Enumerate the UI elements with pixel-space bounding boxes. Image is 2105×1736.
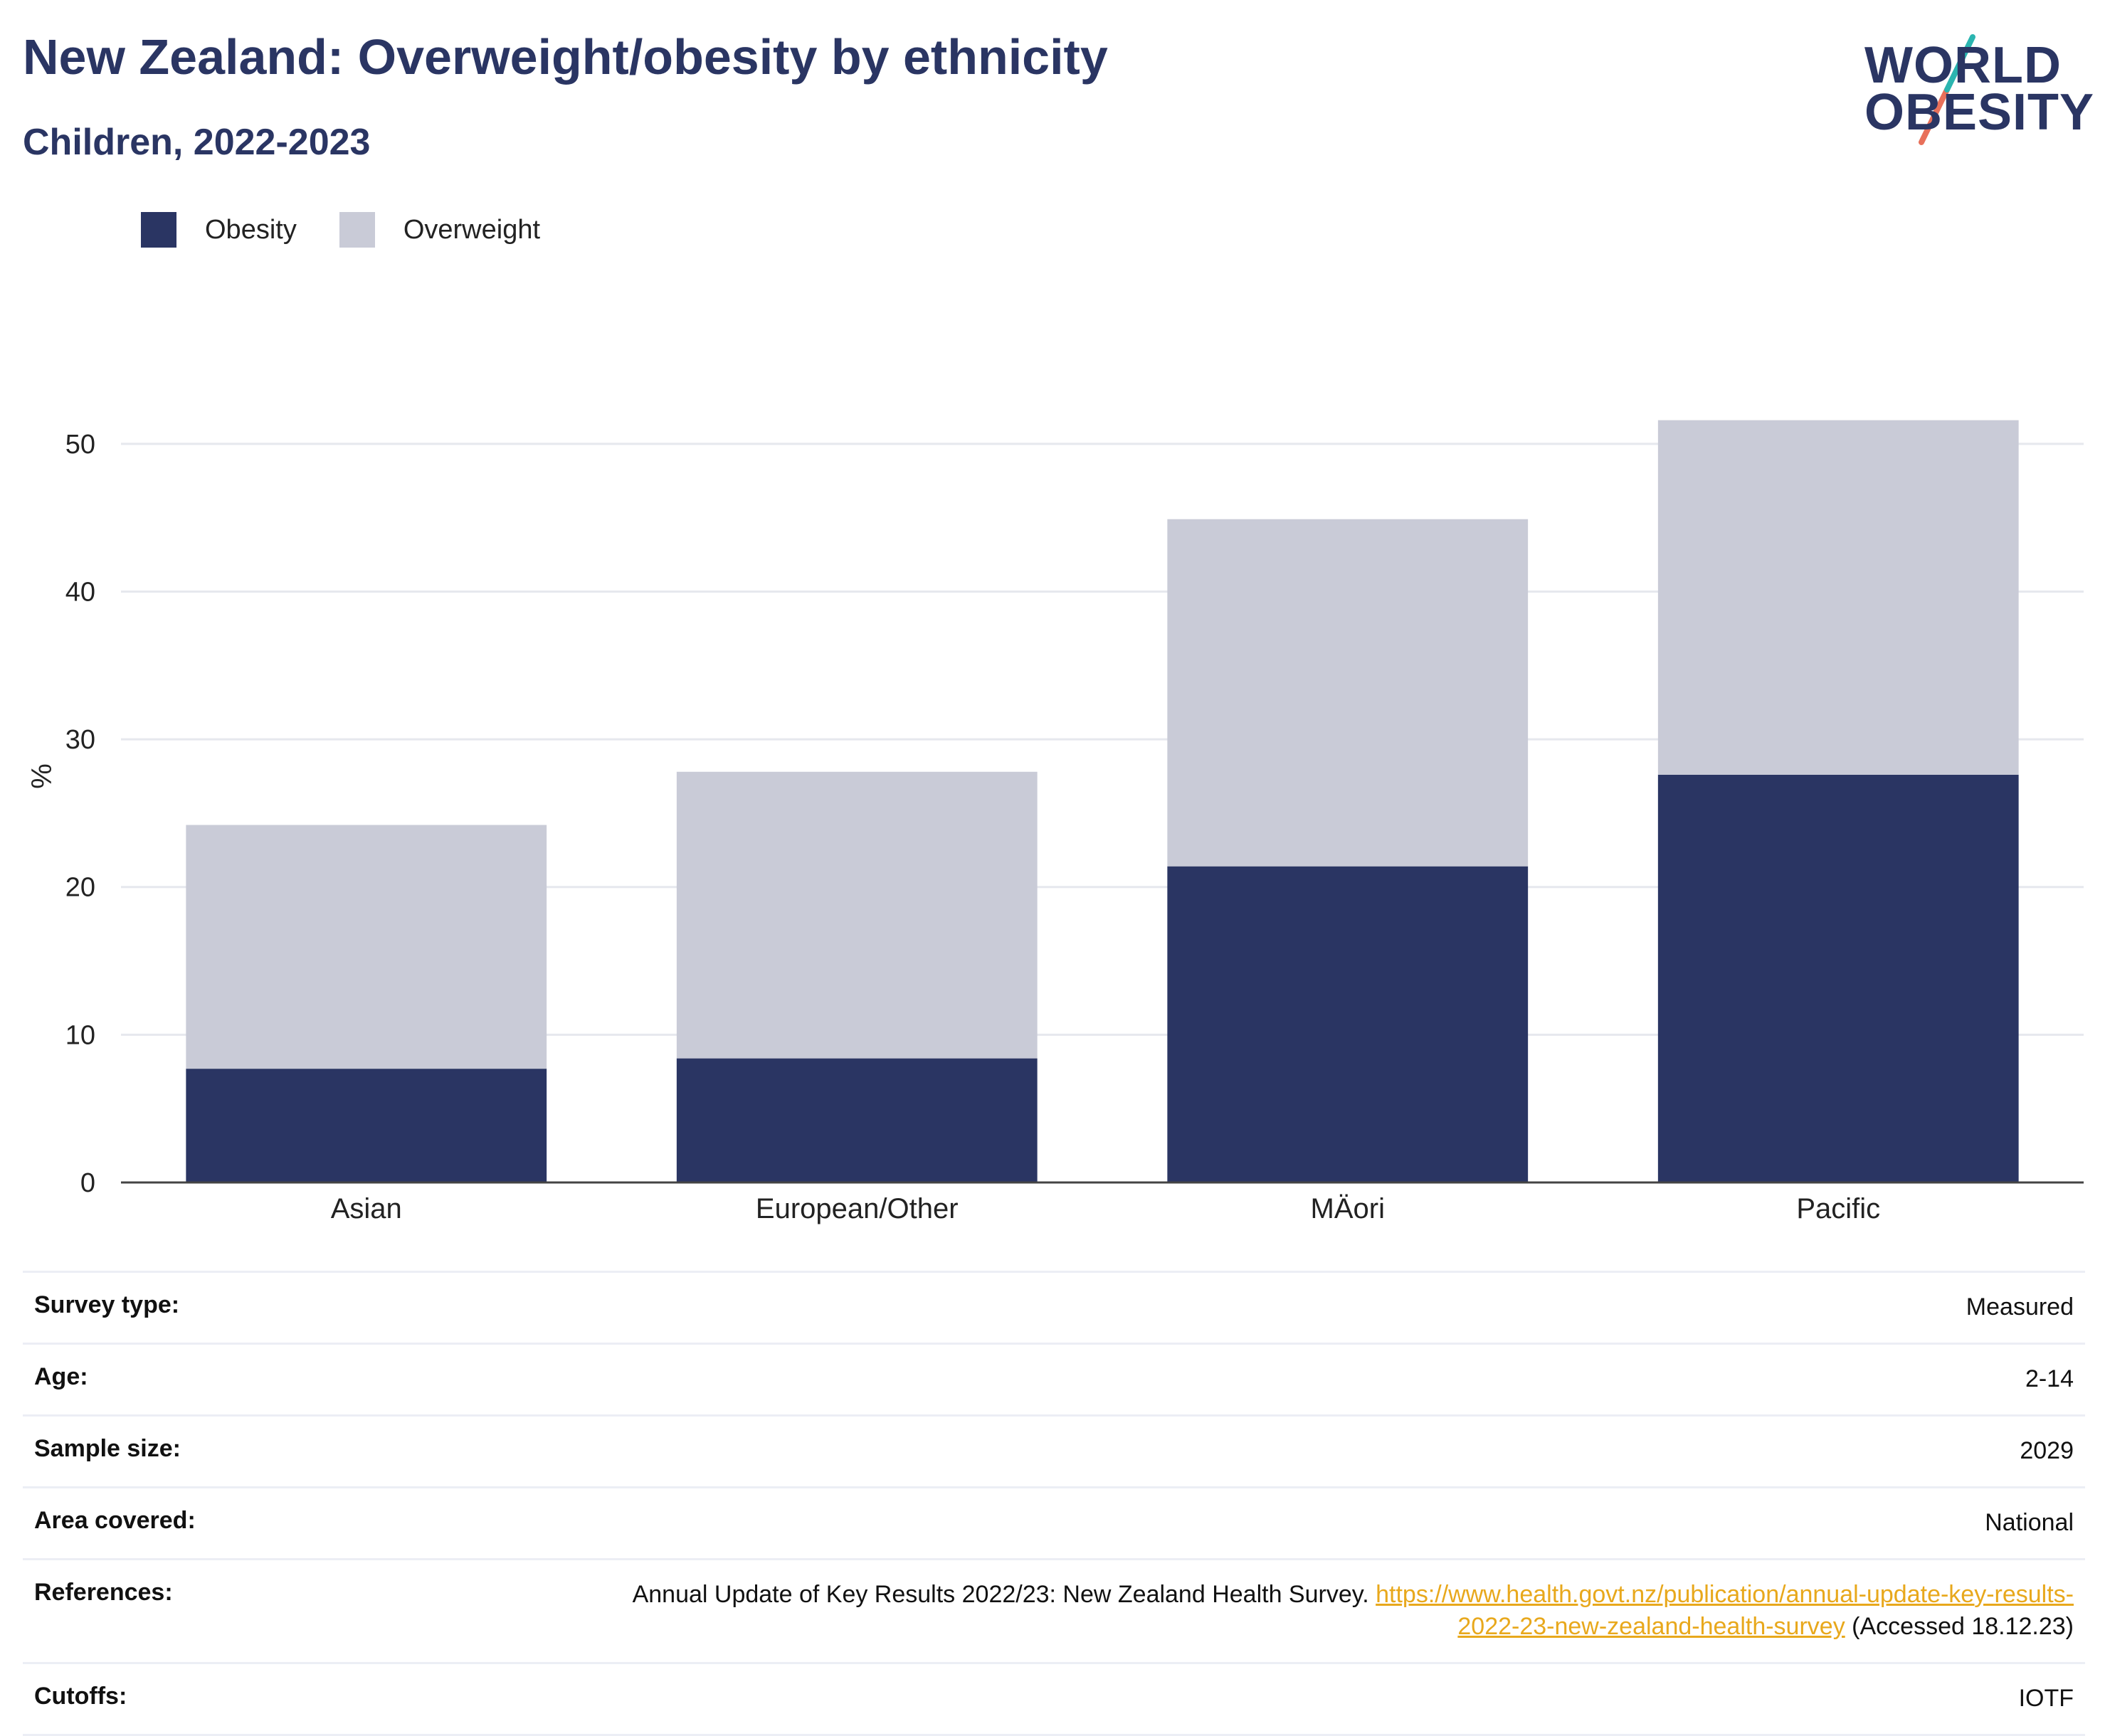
y-tick-label: 40 — [65, 577, 95, 607]
survey-info-table: Survey type: Measured Age: 2-14 Sample s… — [23, 1271, 2085, 1736]
x-tick-label: Pacific — [1796, 1193, 1880, 1224]
chart-title: New Zealand: Overweight/obesity by ethni… — [23, 29, 1108, 85]
info-value: National — [1985, 1508, 2074, 1536]
chart-legend: Obesity Overweight — [141, 212, 583, 248]
stacked-bar-chart: 0 10 20 30 40 50% Asian European/Other MÄori Paci… — [26, 420, 2084, 1224]
chart-subtitle: Children, 2022-2023 — [23, 122, 371, 163]
info-value: 2-14 — [2025, 1365, 2074, 1392]
logo-line-world: WORLD — [1864, 37, 2062, 94]
bar-obesity-1 — [676, 1058, 1038, 1182]
y-tick-label: 0 — [80, 1168, 95, 1198]
info-key: Area covered: — [34, 1506, 196, 1534]
info-key: Survey type: — [34, 1291, 180, 1318]
info-row-sample-size: Sample size: 2029 — [23, 1414, 2085, 1486]
bar-obesity-3 — [1657, 774, 2019, 1182]
legend-item-obesity[interactable]: Obesity — [141, 212, 297, 248]
reference-text: Annual Update of Key Results 2022/23: Ne… — [632, 1580, 1369, 1608]
y-axis-label: % — [26, 763, 58, 789]
y-tick-label: 10 — [65, 1020, 95, 1050]
bar-overweight-1 — [676, 771, 1038, 1059]
info-value: IOTF — [2018, 1685, 2074, 1713]
info-key: Age: — [34, 1362, 88, 1390]
bar-obesity-0 — [186, 1069, 547, 1182]
info-row-area-covered: Area covered: National — [23, 1486, 2085, 1558]
info-row-cutoffs: Cutoffs: IOTF — [23, 1662, 2085, 1736]
legend-label-obesity: Obesity — [205, 214, 297, 245]
world-obesity-logo[interactable]: WORLD OBESITY — [1850, 28, 2094, 149]
info-row-age: Age: 2-14 — [23, 1342, 2085, 1414]
x-tick-label: Asian — [331, 1193, 402, 1224]
legend-swatch-overweight — [339, 212, 375, 248]
info-key: Sample size: — [34, 1434, 181, 1462]
legend-label-overweight: Overweight — [403, 214, 541, 245]
bar-overweight-0 — [186, 825, 547, 1069]
info-value: 2029 — [2020, 1436, 2074, 1464]
y-tick-label: 20 — [65, 873, 95, 903]
info-value: Measured — [1966, 1293, 2074, 1320]
info-key: References: — [34, 1578, 173, 1606]
bar-overweight-2 — [1167, 519, 1529, 867]
info-value-references: Annual Update of Key Results 2022/23: Ne… — [579, 1579, 2074, 1644]
logo-slash-icon — [1919, 34, 1975, 145]
reference-link[interactable]: https://www.health.govt.nz/publication/a… — [1376, 1580, 2074, 1641]
x-tick-label: MÄori — [1311, 1193, 1385, 1224]
reference-accessed: (Accessed 18.12.23) — [1852, 1613, 2074, 1641]
info-key: Cutoffs: — [34, 1683, 127, 1710]
legend-swatch-obesity — [141, 212, 176, 248]
bar-obesity-2 — [1167, 866, 1529, 1182]
info-row-references: References: Annual Update of Key Results… — [23, 1557, 2085, 1663]
y-tick-label: 50 — [65, 430, 95, 460]
logo-line-obesity: OBESITY — [1864, 84, 2095, 141]
info-row-survey-type: Survey type: Measured — [23, 1271, 2085, 1343]
x-tick-label: European/Other — [756, 1193, 959, 1224]
y-tick-label: 30 — [65, 725, 95, 755]
legend-item-overweight[interactable]: Overweight — [339, 212, 540, 248]
bar-overweight-3 — [1657, 420, 2019, 775]
